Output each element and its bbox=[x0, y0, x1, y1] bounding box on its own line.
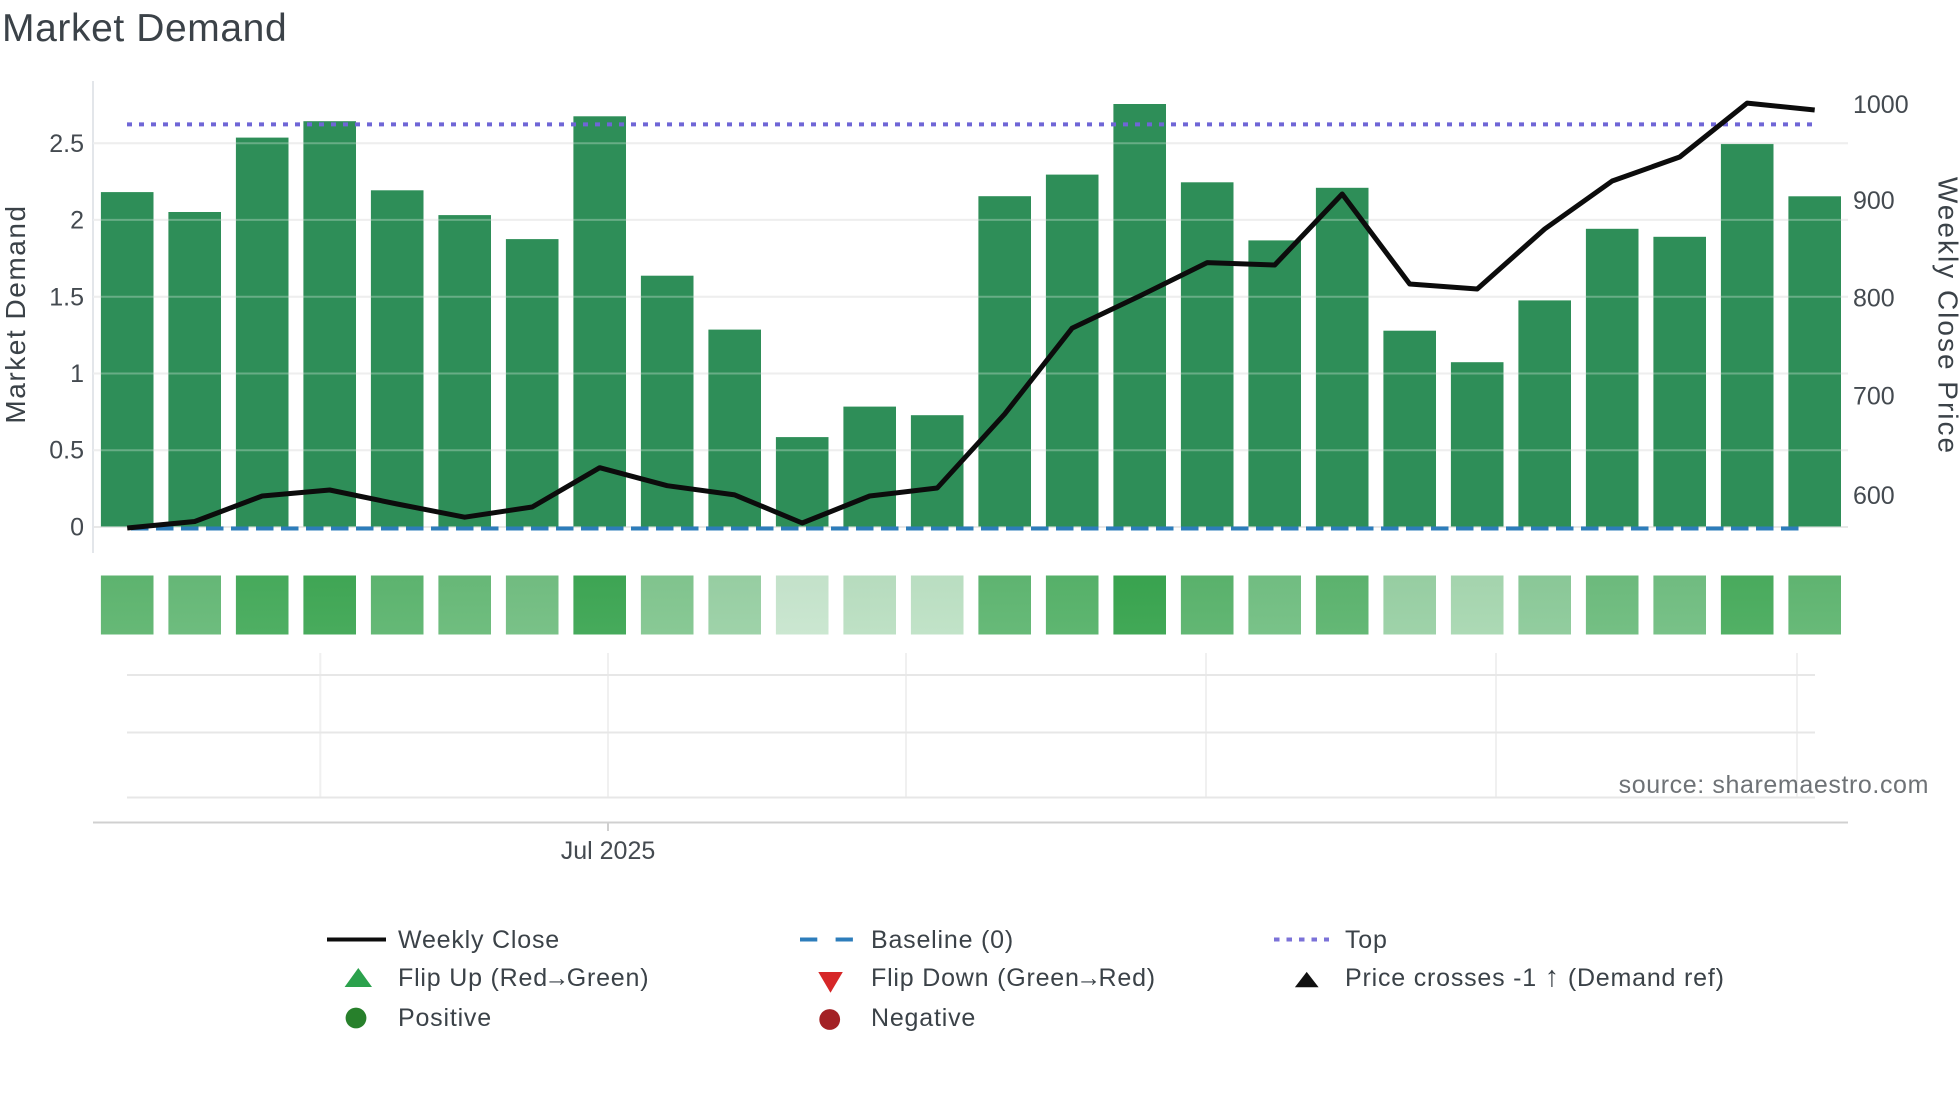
svg-text:Weekly Close Price: Weekly Close Price bbox=[1933, 177, 1960, 455]
svg-text:1000: 1000 bbox=[1853, 91, 1909, 119]
svg-text:600: 600 bbox=[1853, 482, 1895, 510]
svg-text:Negative: Negative bbox=[871, 1004, 976, 1032]
svg-text:700: 700 bbox=[1853, 382, 1895, 410]
svg-text:Jul 2025: Jul 2025 bbox=[561, 837, 656, 865]
svg-text:Price crosses -1 ↑ (Demand ref: Price crosses -1 ↑ (Demand ref) bbox=[1345, 961, 1725, 993]
svg-text:Weekly Close: Weekly Close bbox=[398, 926, 560, 954]
svg-text:2: 2 bbox=[70, 206, 84, 234]
svg-text:Positive: Positive bbox=[398, 1004, 492, 1032]
svg-text:900: 900 bbox=[1853, 187, 1895, 215]
svg-text:Top: Top bbox=[1345, 926, 1388, 954]
svg-text:source: sharemaestro.com: source: sharemaestro.com bbox=[1619, 771, 1929, 799]
svg-text:1.5: 1.5 bbox=[49, 283, 84, 311]
svg-text:1: 1 bbox=[70, 360, 84, 388]
svg-text:0.5: 0.5 bbox=[49, 437, 84, 465]
svg-text:Baseline (0): Baseline (0) bbox=[871, 926, 1014, 954]
svg-text:800: 800 bbox=[1853, 285, 1895, 313]
svg-text:Flip Down (Green→Red): Flip Down (Green→Red) bbox=[871, 964, 1156, 992]
svg-text:Flip Up (Red→Green): Flip Up (Red→Green) bbox=[398, 964, 649, 992]
svg-text:0: 0 bbox=[70, 514, 84, 542]
svg-text:2.5: 2.5 bbox=[49, 130, 84, 158]
svg-text:Market Demand: Market Demand bbox=[2, 7, 287, 50]
svg-text:Market Demand: Market Demand bbox=[0, 204, 31, 423]
